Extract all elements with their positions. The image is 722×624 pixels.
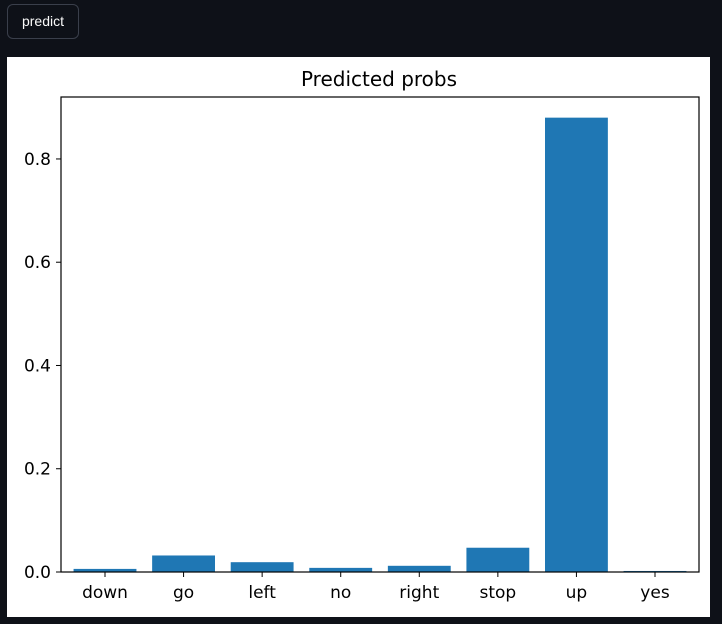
bars-group	[73, 117, 687, 573]
x-tick-label-stop: stop	[479, 583, 516, 603]
bar-go	[152, 555, 215, 572]
plot-frame	[60, 96, 700, 573]
bar-chart: Predicted probs 0.0 0.2 0.4 0.6 0.8 down go le…	[24, 67, 700, 603]
chart-figure: Predicted probs 0.0 0.2 0.4 0.6 0.8 down go le…	[7, 57, 710, 617]
chart-title: Predicted probs	[301, 67, 457, 91]
y-tick-label: 0.0	[24, 563, 51, 583]
bar-down	[73, 568, 137, 572]
x-tick-label-down: down	[82, 583, 128, 603]
bar-up	[545, 117, 608, 573]
bar-stop	[466, 547, 530, 572]
x-tick-label-no: no	[330, 583, 351, 603]
y-axis: 0.0 0.2 0.4 0.6 0.8	[24, 150, 61, 583]
x-tick-label-yes: yes	[640, 583, 670, 603]
x-tick-label-right: right	[399, 583, 439, 603]
x-tick-label-go: go	[173, 583, 194, 603]
bar-left	[230, 562, 294, 572]
bar-right	[387, 565, 451, 572]
bar-no	[309, 567, 373, 572]
predict-button[interactable]: predict	[7, 4, 79, 39]
y-tick-label: 0.6	[24, 253, 51, 273]
y-tick-label: 0.8	[24, 150, 51, 170]
y-tick-label: 0.2	[24, 460, 51, 480]
x-tick-label-left: left	[248, 583, 276, 603]
x-tick-label-up: up	[566, 583, 588, 603]
x-axis: down go left no right stop up yes	[82, 572, 670, 603]
y-tick-label: 0.4	[24, 356, 51, 376]
